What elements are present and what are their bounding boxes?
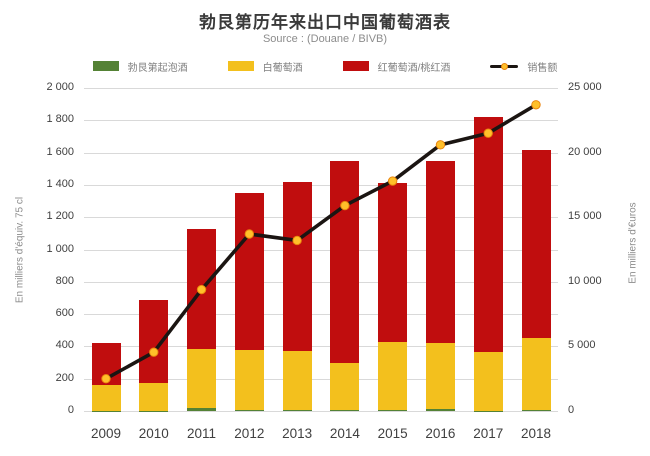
left-tick-label: 800 [55,274,74,287]
left-tick-label: 1 800 [46,113,74,126]
gridline [84,88,558,89]
sales-marker [435,140,446,150]
bar-segment [330,362,360,410]
left-tick-label: 1 200 [46,210,74,223]
gridline [84,346,558,348]
bar-segment [378,341,408,411]
x-axis-label: 2009 [90,426,122,441]
bar-segment [425,409,455,411]
sales-marker [531,100,541,110]
gridline [84,120,558,122]
gridline [84,217,558,219]
gridline [84,378,558,380]
bar-segment [234,410,264,411]
bar-segment [187,348,217,408]
sales-marker [483,128,493,138]
legend-line-marker-icon [490,61,519,71]
sales-line [104,102,538,381]
legend-item: 红葡萄酒/桃红酒 [342,59,451,74]
sales-marker [149,347,159,357]
legend-label: 销售额 [527,62,558,74]
legend-label: 勃艮第起泡酒 [127,62,188,74]
left-tick-label: 1 400 [46,177,74,190]
right-tick-label: 15 000 [568,210,602,223]
left-tick-label: 1 000 [46,242,74,255]
x-axis-label: 2013 [282,426,313,441]
sales-marker [196,284,207,295]
x-axis-label: 2010 [138,426,169,441]
x-axis-label: 2012 [234,426,265,441]
x-axis-label: 2015 [377,426,408,441]
legend-item: 白葡萄酒 [227,59,303,74]
bar-segment [282,181,312,352]
sales-marker [292,235,302,246]
sales-marker [101,374,111,384]
sales-line-layer [101,100,541,384]
gridline [84,411,558,412]
legend-swatch-icon [342,61,369,71]
left-tick-label: 400 [55,339,74,352]
legend-swatch-icon [227,61,254,71]
bar-segment [521,150,551,338]
right-tick-label: 25 000 [568,81,602,93]
gridline [84,281,558,283]
legend-item: 销售额 [490,59,557,74]
right-tick-label: 0 [568,404,575,416]
left-tick-label: 2 000 [46,81,74,93]
right-tick-label: 10 000 [568,274,602,287]
bar-segment [282,351,312,411]
x-axis-label: 2018 [520,426,552,441]
bar-segment [521,410,551,411]
bar-segment [187,407,217,411]
x-axis-label: 2017 [473,426,504,441]
sales-marker [244,229,255,239]
sales-marker [340,200,350,211]
legend-item: 勃艮第起泡酒 [92,59,188,74]
left-tick-label: 600 [55,307,74,320]
bar-segment [378,410,408,411]
bar-segment [473,352,503,411]
bar-segment [91,385,121,411]
legend-label: 白葡萄酒 [262,62,303,74]
chart-subtitle: Source : (Douane / BIVB) [262,33,388,45]
bar-segment [521,337,551,411]
chart-legend: 勃艮第起泡酒 白葡萄酒 红葡萄酒/桃红酒 销售额 [0,57,650,75]
bar-segment [234,350,264,411]
bar-segment [473,117,503,353]
legend-label: 红葡萄酒/桃红酒 [377,62,451,74]
left-tick-label: 0 [67,404,74,416]
bar-segment [139,383,169,411]
chart-title: 勃艮第历年来出口中国葡萄酒表 [199,13,451,32]
bar-segment [234,192,264,351]
gridline [84,249,558,251]
bar-segment [282,410,312,411]
plot-area [84,88,558,412]
legend-swatch-icon [92,61,119,71]
x-axis-label: 2014 [329,426,360,441]
gridline [84,152,558,154]
bar-segment [425,343,455,410]
bar-segment [330,160,360,363]
left-tick-label: 200 [55,371,74,384]
right-tick-label: 5 000 [568,339,596,352]
right-tick-label: 20 000 [568,145,602,158]
bar-segment [378,183,408,342]
x-axis-label: 2011 [187,426,217,441]
gridline [84,184,558,186]
sales-marker [387,176,398,186]
gridline [84,314,558,316]
left-tick-label: 1 600 [46,145,74,158]
bar-segment [330,409,360,411]
bar-segment [425,161,455,344]
x-axis-label: 2016 [425,426,456,441]
